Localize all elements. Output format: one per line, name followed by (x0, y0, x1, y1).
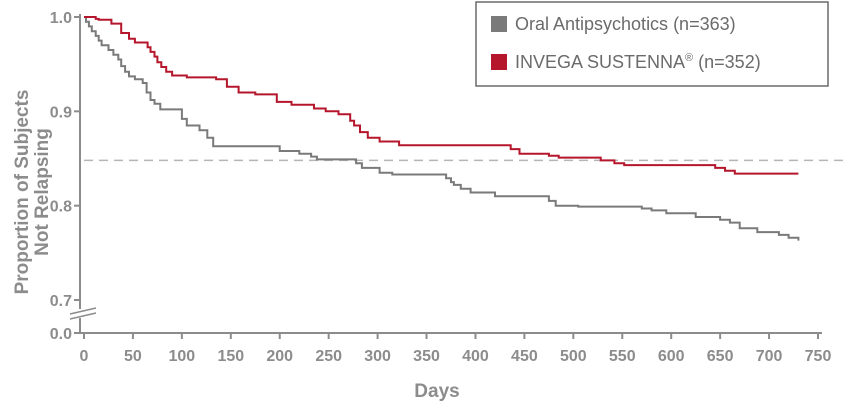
axis-break-mark (69, 307, 97, 315)
x-tick-label: 650 (707, 348, 734, 365)
x-axis-title: Days (414, 381, 459, 402)
x-tick-label: 700 (756, 348, 783, 365)
y-axis-title-line: Proportion of Subjects (12, 90, 33, 295)
axis-break-mark (69, 312, 97, 320)
x-tick-label: 500 (560, 348, 587, 365)
x-tick-label: 200 (266, 348, 293, 365)
legend: Oral Antipsychotics (n=363) INVEGA SUSTEN… (475, 1, 829, 87)
y-tick-label: 1.0 (50, 10, 72, 27)
x-tick-label: 250 (315, 348, 342, 365)
y-tick-label: 0.9 (50, 104, 72, 121)
x-tick-label: 300 (364, 348, 391, 365)
legend-box (475, 1, 829, 87)
y-tick-label: 0.0 (50, 326, 72, 343)
x-tick-label: 600 (658, 348, 685, 365)
y-axis-ticks: 0.0 0.7 0.8 0.9 1.0 (50, 10, 80, 343)
legend-swatch-oral (491, 16, 507, 32)
x-tick-label: 550 (609, 348, 636, 365)
y-axis-title-text: Proportion of SubjectsNot Relapsing (12, 90, 53, 295)
x-tick-label: 750 (805, 348, 832, 365)
legend-label-invega: INVEGA SUSTENNA® (n=352) (515, 52, 761, 72)
y-tick-label: 0.7 (50, 293, 72, 310)
series-line-invega (84, 16, 799, 175)
x-tick-label: 0 (80, 348, 89, 365)
x-tick-label: 100 (169, 348, 196, 365)
y-axis-title-line: Not Relapsing (32, 128, 53, 256)
legend-swatch-invega (491, 54, 507, 70)
x-axis-ticks: 0 50 100 150 200 250 300 350 400 450 500 550 600 650 7… (80, 333, 832, 365)
x-tick-label: 400 (462, 348, 489, 365)
y-tick-label: 0.8 (50, 199, 72, 216)
axes (69, 14, 822, 334)
y-axis-title: Proportion of SubjectsNot Relapsing (12, 90, 53, 295)
series-group (84, 16, 800, 241)
x-tick-label: 150 (217, 348, 244, 365)
series-line-oral (84, 16, 800, 241)
x-tick-label: 350 (413, 348, 440, 365)
x-tick-label: 50 (124, 348, 142, 365)
legend-label-oral: Oral Antipsychotics (n=363) (515, 14, 736, 34)
x-tick-label: 450 (511, 348, 538, 365)
